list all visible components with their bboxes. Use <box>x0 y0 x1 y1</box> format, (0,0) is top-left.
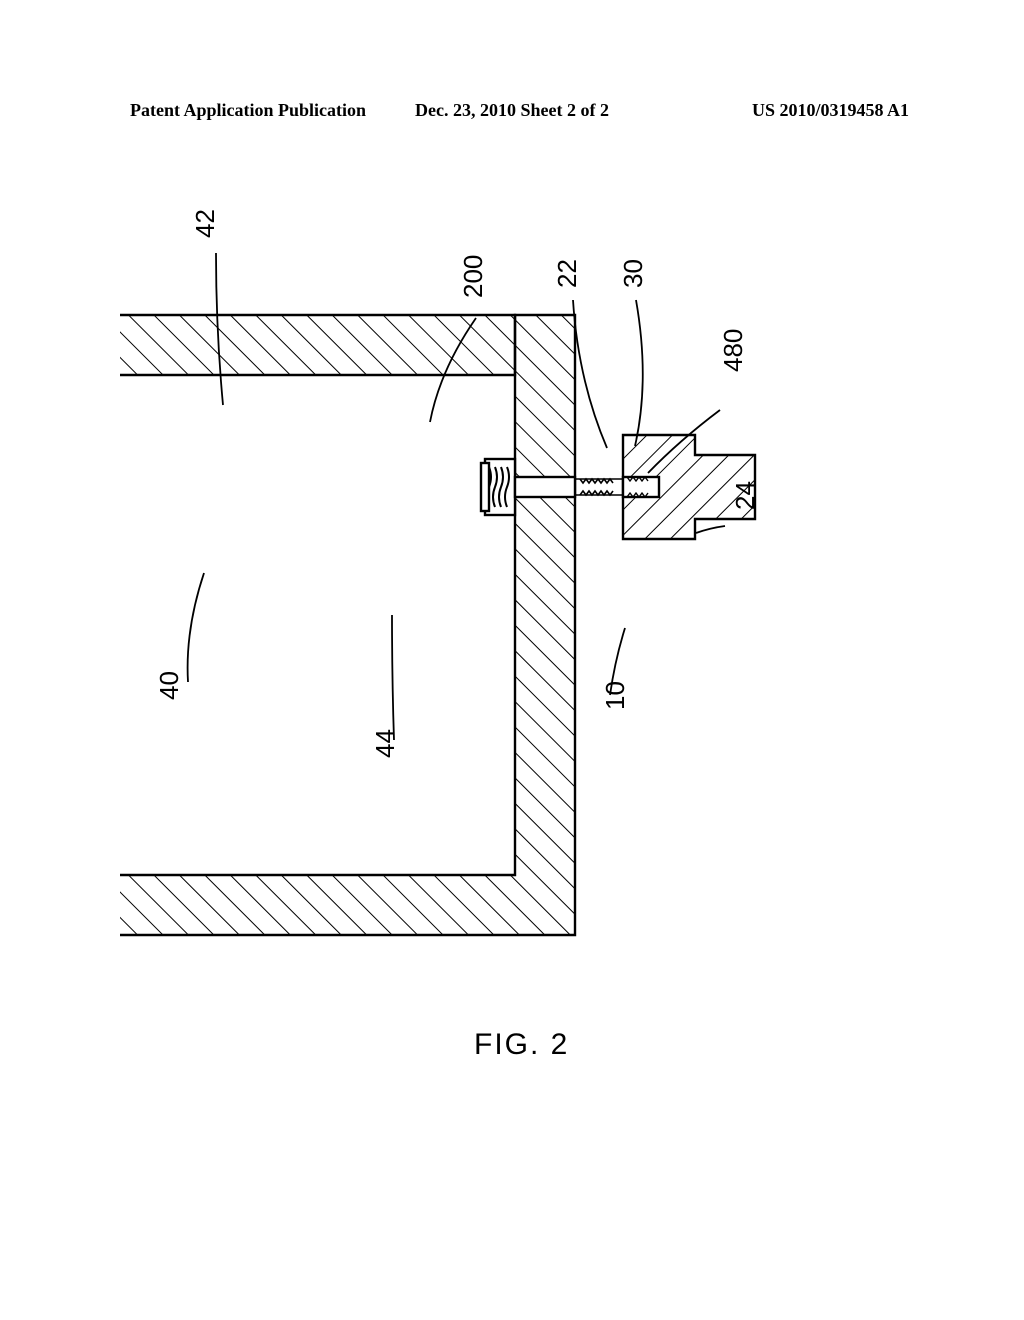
figure-2: FIG. 2 22 30 480 200 24 10 42 40 44 <box>120 150 900 1180</box>
ref-44: 44 <box>370 729 401 758</box>
ref-40: 40 <box>154 671 185 700</box>
ref-24: 24 <box>730 481 761 510</box>
page-header: Patent Application Publication Dec. 23, … <box>0 100 1024 121</box>
ref-30: 30 <box>618 259 649 288</box>
header-left: Patent Application Publication <box>130 100 366 121</box>
ref-200: 200 <box>458 255 489 298</box>
figure-caption: FIG. 2 <box>474 1028 569 1062</box>
header-center: Dec. 23, 2010 Sheet 2 of 2 <box>415 100 609 121</box>
ref-22: 22 <box>552 259 583 288</box>
ref-42: 42 <box>190 209 221 238</box>
patent-drawing <box>120 150 900 1180</box>
ref-10: 10 <box>600 681 631 710</box>
header-right: US 2010/0319458 A1 <box>752 100 909 121</box>
ref-480: 480 <box>718 329 749 372</box>
